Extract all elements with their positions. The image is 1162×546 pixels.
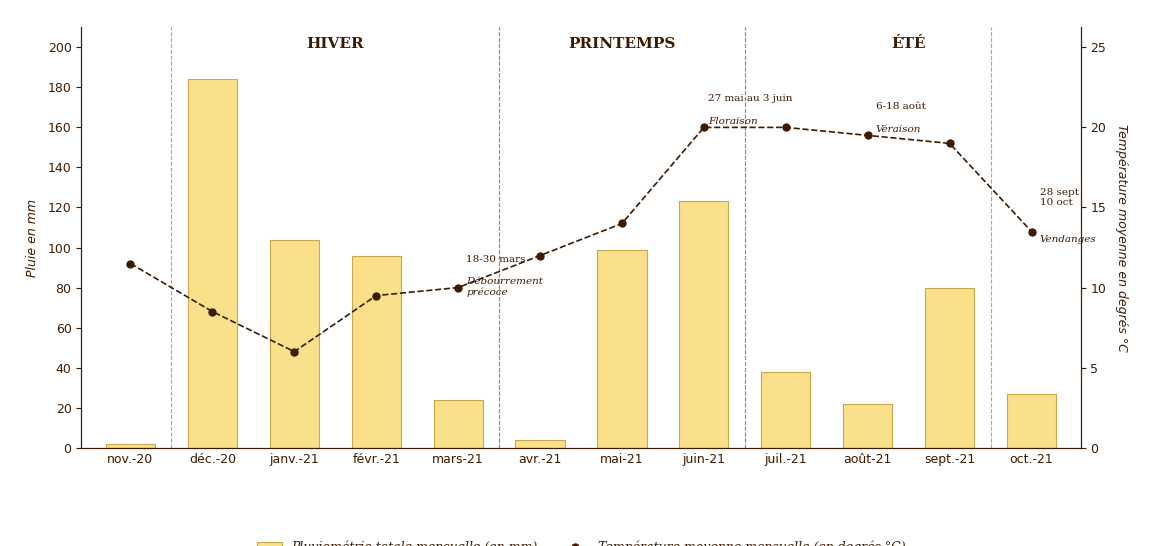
Bar: [516, 440, 565, 448]
Text: 28 sept
10 oct: 28 sept 10 oct: [1040, 188, 1078, 207]
Bar: [680, 201, 729, 448]
Bar: [106, 444, 155, 448]
Bar: [761, 372, 810, 448]
Text: Vendanges: Vendanges: [1040, 235, 1097, 244]
Text: Véraison: Véraison: [876, 125, 921, 134]
Text: 27 mai au 3 juin: 27 mai au 3 juin: [708, 94, 792, 103]
Bar: [270, 240, 318, 448]
Bar: [433, 400, 482, 448]
Bar: [188, 79, 237, 448]
Text: HIVER: HIVER: [307, 37, 364, 51]
Bar: [925, 288, 974, 448]
Text: Floraison: Floraison: [708, 117, 758, 126]
Text: Débourrement
précoce: Débourrement précoce: [466, 277, 543, 297]
Text: PRINTEMPS: PRINTEMPS: [568, 37, 675, 51]
Y-axis label: Température moyenne en degrés °C: Température moyenne en degrés °C: [1114, 123, 1127, 352]
Text: ÉTÉ: ÉTÉ: [891, 37, 926, 51]
Bar: [1007, 394, 1056, 448]
Bar: [352, 256, 401, 448]
Bar: [597, 250, 646, 448]
Text: 18-30 mars: 18-30 mars: [466, 254, 526, 264]
Y-axis label: Pluie en mm: Pluie en mm: [27, 199, 40, 276]
Legend: Pluviométrie totale mensuelle (en mm), Température moyenne mensuelle (en degrés : Pluviométrie totale mensuelle (en mm), T…: [251, 536, 911, 546]
Text: 6-18 août: 6-18 août: [876, 103, 926, 111]
Bar: [844, 403, 892, 448]
